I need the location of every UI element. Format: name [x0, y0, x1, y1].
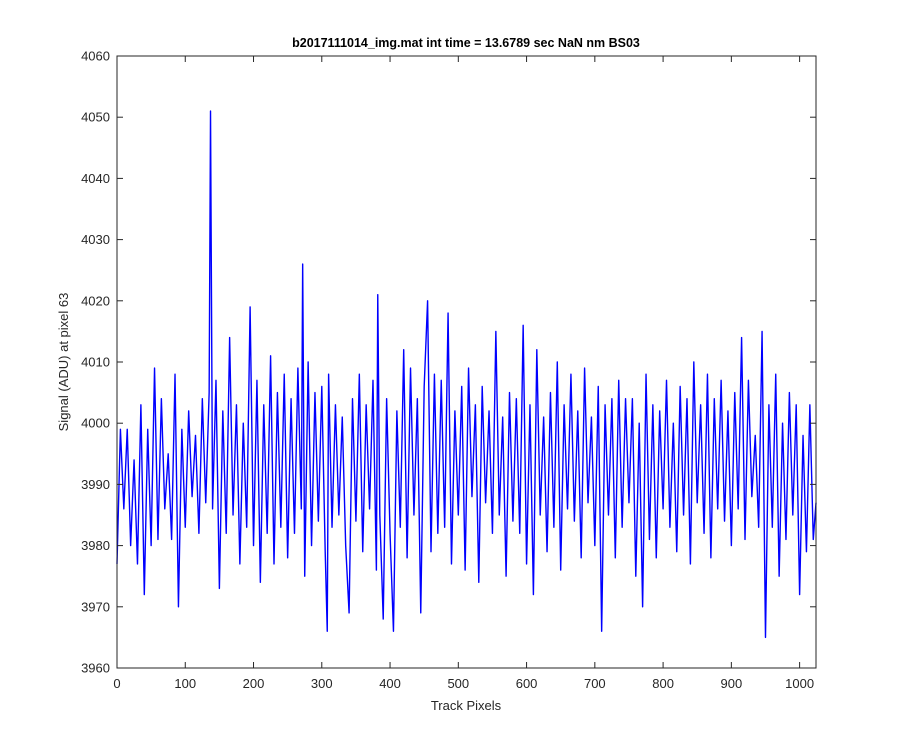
y-tick-label: 3960	[81, 661, 110, 676]
y-tick-label: 4050	[81, 110, 110, 125]
series-line-0	[116, 110, 817, 639]
y-tick-label: 3980	[81, 538, 110, 553]
y-tick-label: 4040	[81, 171, 110, 186]
y-axis: 3960 3970 3980 3990 4000 4010 4020 4030 4040 4050…	[81, 49, 816, 676]
x-tick-label: 300	[311, 676, 333, 691]
x-tick-label: 100	[174, 676, 196, 691]
y-tick-label: 3970	[81, 599, 110, 614]
x-tick-label: 700	[584, 676, 606, 691]
x-axis-label: Track Pixels	[431, 698, 502, 713]
x-axis: 0 100 200 300 400 500 600 700 800 900 1000	[113, 56, 814, 691]
y-axis-label: Signal (ADU) at pixel 63	[56, 293, 71, 432]
plot-area	[117, 56, 816, 668]
y-tick-label: 4060	[81, 49, 110, 64]
y-tick-label: 4010	[81, 355, 110, 370]
x-tick-label: 400	[379, 676, 401, 691]
y-tick-label: 4030	[81, 232, 110, 247]
x-tick-label: 600	[516, 676, 538, 691]
x-tick-label: 0	[113, 676, 120, 691]
series-layer	[116, 110, 817, 639]
x-tick-label: 500	[447, 676, 469, 691]
x-tick-label: 900	[721, 676, 743, 691]
x-tick-label: 200	[243, 676, 265, 691]
x-tick-label: 800	[652, 676, 674, 691]
x-tick-label: 1000	[785, 676, 814, 691]
y-tick-label: 3990	[81, 477, 110, 492]
chart-title: b2017111014_img.mat int time = 13.6789 s…	[292, 36, 640, 50]
y-tick-label: 4000	[81, 416, 110, 431]
y-tick-label: 4020	[81, 293, 110, 308]
